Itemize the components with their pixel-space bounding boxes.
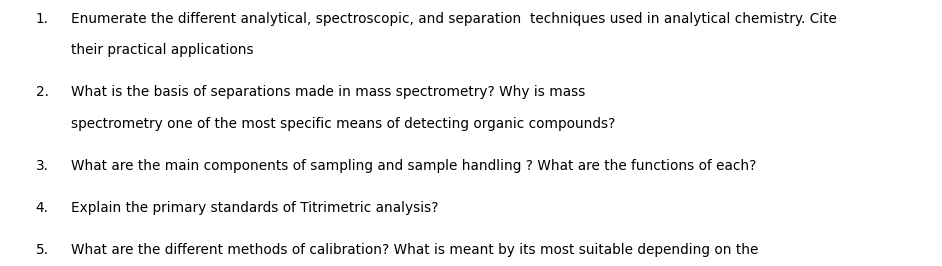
Text: 5.: 5. — [36, 243, 49, 257]
Text: 4.: 4. — [36, 201, 49, 215]
Text: What are the different methods of calibration? What is meant by its most suitabl: What are the different methods of calibr… — [71, 243, 758, 257]
Text: 1.: 1. — [36, 12, 49, 26]
Text: their practical applications: their practical applications — [71, 43, 253, 57]
Text: Enumerate the different analytical, spectroscopic, and separation  techniques us: Enumerate the different analytical, spec… — [71, 12, 836, 26]
Text: 2.: 2. — [36, 85, 49, 99]
Text: 3.: 3. — [36, 159, 49, 173]
Text: Explain the primary standards of Titrimetric analysis?: Explain the primary standards of Titrime… — [71, 201, 438, 215]
Text: What are the main components of sampling and sample handling ? What are the func: What are the main components of sampling… — [71, 159, 756, 173]
Text: What is the basis of separations made in mass spectrometry? Why is mass: What is the basis of separations made in… — [71, 85, 585, 99]
Text: spectrometry one of the most specific means of detecting organic compounds?: spectrometry one of the most specific me… — [71, 117, 615, 131]
